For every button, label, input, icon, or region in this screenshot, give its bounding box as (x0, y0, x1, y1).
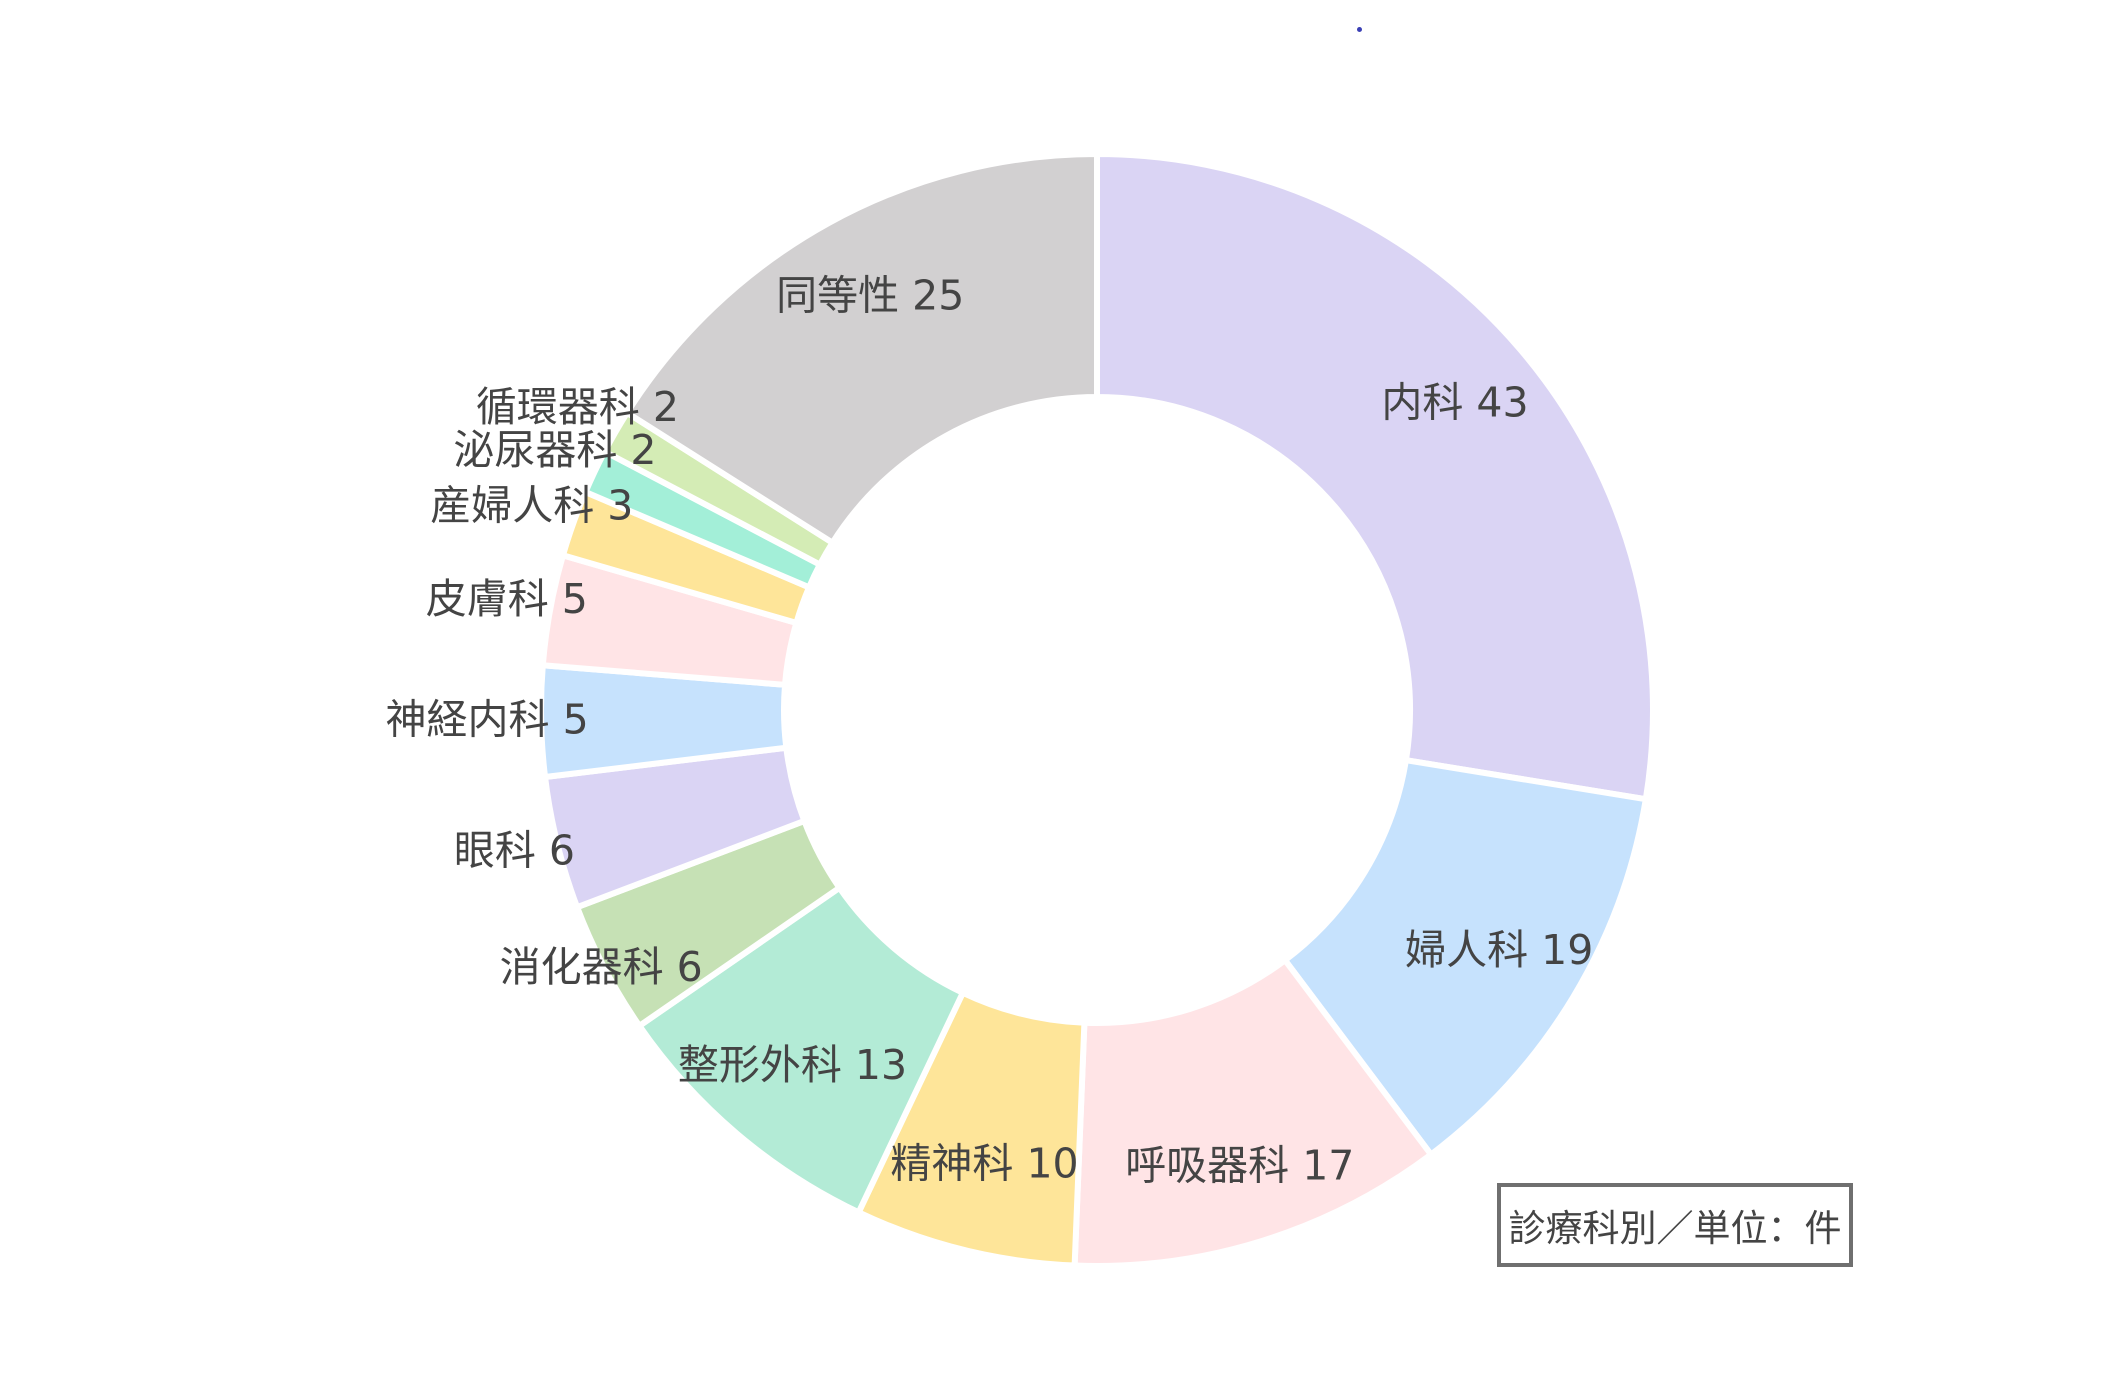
slice-label-整形外科: 整形外科 13 (678, 1041, 907, 1089)
slice-label-内科: 内科 43 (1381, 378, 1528, 426)
unit-note: 診療科別／単位：件 (1497, 1183, 1853, 1267)
slice-label-婦人科: 婦人科 19 (1405, 926, 1593, 974)
slice-label-泌尿器科: 泌尿器科 2 (453, 426, 656, 474)
slice-label-神経内科: 神経内科 5 (386, 695, 589, 743)
slice-label-皮膚科: 皮膚科 5 (426, 575, 588, 623)
stray-dot (1357, 27, 1362, 32)
slice-label-循環器科: 循環器科 2 (476, 383, 679, 431)
slice-label-同等性: 同等性 25 (776, 271, 964, 319)
labels-layer: 内科 43 婦人科 19 呼吸器科 17 精神科 10 整形外科 13 消化器科 6 眼科 … (386, 271, 1594, 1189)
slice-label-消化器科: 消化器科 6 (500, 943, 703, 991)
slice-同等性 (622, 150, 1100, 547)
slice-婦人科 (1280, 756, 1650, 1159)
slice-label-呼吸器科: 呼吸器科 17 (1125, 1141, 1354, 1189)
slice-呼吸器科 (1071, 956, 1436, 1269)
slice-label-産婦人科: 産婦人科 3 (430, 482, 633, 530)
slice-label-精神科: 精神科 10 (890, 1139, 1078, 1187)
slice-label-眼科: 眼科 6 (454, 827, 575, 875)
slices-layer (538, 150, 1656, 1269)
slice-内科 (1094, 150, 1656, 803)
